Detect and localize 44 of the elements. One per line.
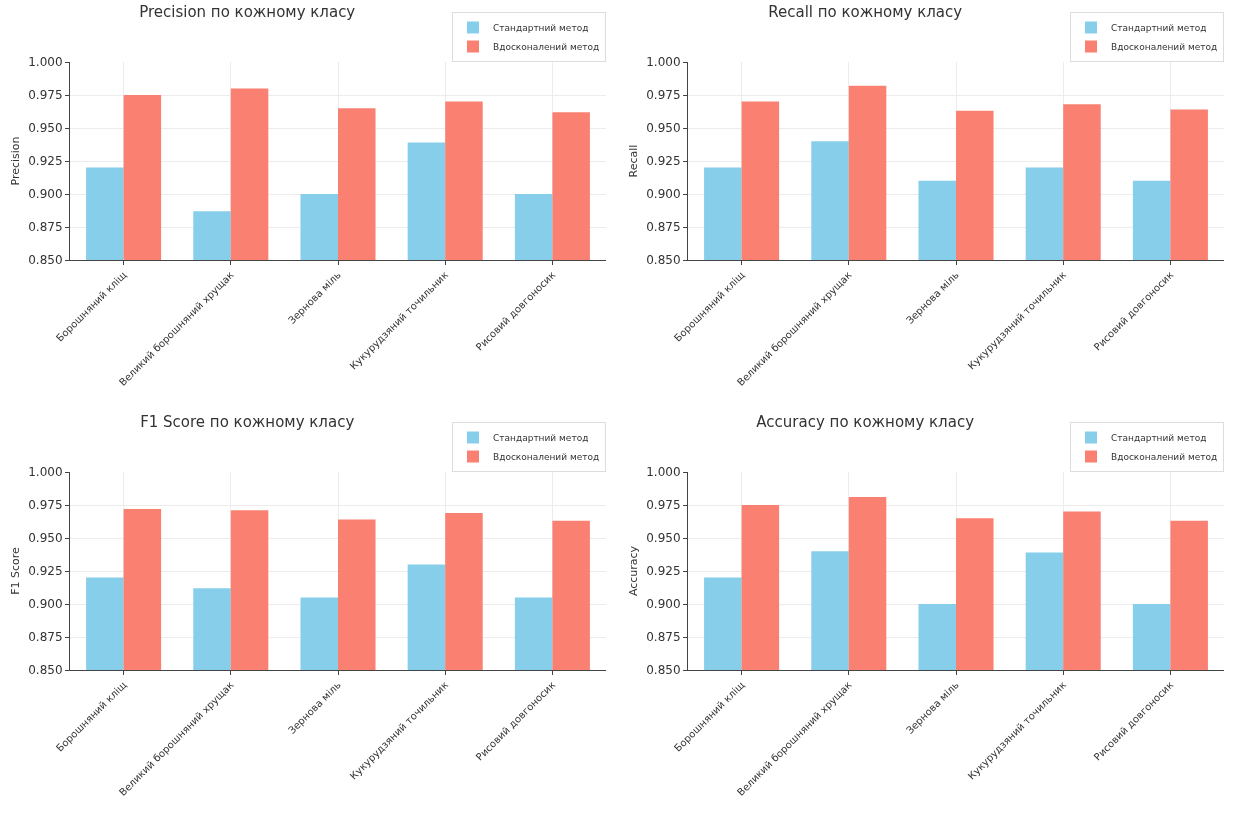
y-tick-label: 0.975 — [28, 88, 63, 103]
legend-label: Вдосконалений метод — [1111, 452, 1218, 463]
y-tick-label: 0.975 — [646, 88, 681, 103]
chart-title: Precision по кожному класу — [139, 2, 356, 21]
chart-title: Recall по кожному класу — [768, 2, 963, 21]
y-tick-label: 1.000 — [28, 55, 63, 70]
legend-label: Стандартний метод — [493, 433, 589, 444]
y-axis-title: Precision — [8, 136, 22, 186]
y-tick-label: 0.875 — [28, 630, 63, 645]
y-tick-label: 0.850 — [646, 253, 681, 268]
y-tick-label: 0.925 — [28, 154, 63, 169]
y-axis-title: F1 Score — [8, 546, 22, 595]
y-tick-label: 0.875 — [646, 630, 681, 645]
y-tick-label: 0.875 — [28, 220, 63, 235]
y-tick-label: 0.950 — [646, 531, 681, 546]
y-tick-label: 0.950 — [28, 121, 63, 136]
y-tick-label: 0.900 — [28, 597, 63, 612]
legend-label: Вдосконалений метод — [493, 42, 600, 53]
legend-label: Стандартний метод — [1111, 23, 1207, 34]
legend-label: Стандартний метод — [1111, 433, 1207, 444]
y-tick-label: 0.875 — [646, 220, 681, 235]
y-tick-label: 0.850 — [646, 663, 681, 678]
y-tick-label: 0.900 — [646, 597, 681, 612]
y-tick-label: 0.950 — [28, 531, 63, 546]
y-tick-label: 0.925 — [28, 564, 63, 579]
y-tick-label: 0.900 — [28, 187, 63, 202]
legend-label: Вдосконалений метод — [493, 452, 600, 463]
chart-title: F1 Score по кожному класу — [140, 412, 355, 431]
y-axis-title: Recall — [626, 144, 640, 178]
legend-label: Стандартний метод — [493, 23, 589, 34]
y-tick-label: 0.925 — [646, 564, 681, 579]
y-tick-label: 1.000 — [646, 55, 681, 70]
y-tick-label: 0.975 — [646, 498, 681, 513]
chart-title: Accuracy по кожному класу — [756, 412, 975, 431]
legend-label: Вдосконалений метод — [1111, 42, 1218, 53]
y-tick-label: 1.000 — [646, 465, 681, 480]
y-axis-title: Accuracy — [626, 545, 640, 597]
y-tick-label: 0.850 — [28, 253, 63, 268]
y-tick-label: 0.925 — [646, 154, 681, 169]
y-tick-label: 0.975 — [28, 498, 63, 513]
y-tick-label: 1.000 — [28, 465, 63, 480]
y-tick-label: 0.900 — [646, 187, 681, 202]
y-tick-label: 0.850 — [28, 663, 63, 678]
y-tick-label: 0.950 — [646, 121, 681, 136]
